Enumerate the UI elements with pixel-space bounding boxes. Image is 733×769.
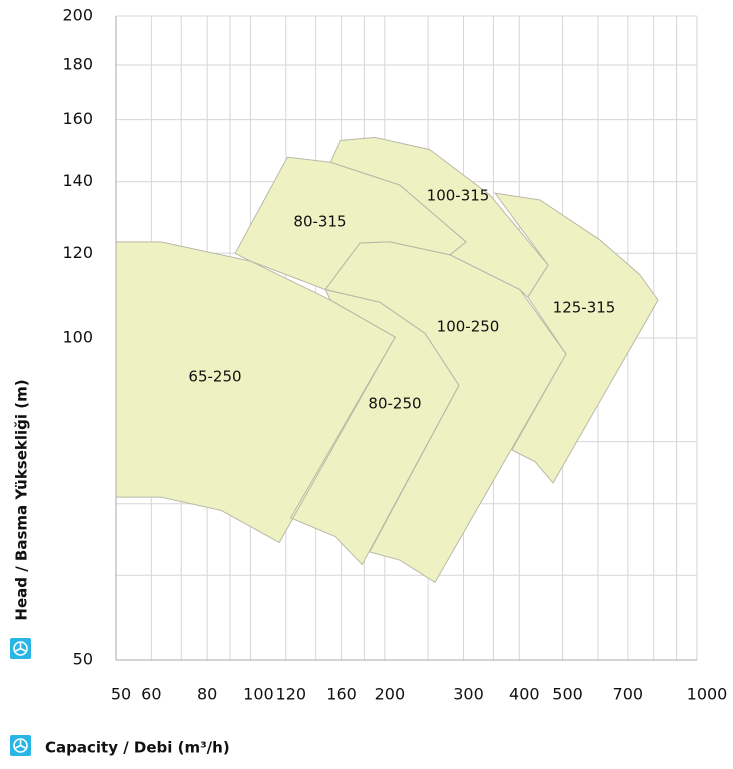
x-axis-label: Capacity / Debi (m³/h) <box>45 739 230 757</box>
y-tick-label: 200 <box>62 6 93 25</box>
region <box>290 289 459 565</box>
region <box>330 137 549 298</box>
x-tick-label: 1000 <box>687 685 728 704</box>
x-tick-label: 700 <box>613 685 644 704</box>
region <box>116 241 396 543</box>
x-tick-label: 400 <box>509 685 540 704</box>
region-outline <box>115 241 396 544</box>
y-axis-label: Head / Basma Yüksekliği (m) <box>13 379 31 620</box>
x-tick-label: 500 <box>552 685 583 704</box>
x-tick-label: 160 <box>326 685 357 704</box>
region <box>325 241 567 583</box>
icon <box>10 735 31 756</box>
region-outline <box>493 192 659 484</box>
x-tick-label: 80 <box>197 685 217 704</box>
region-outlines <box>115 136 659 584</box>
icon <box>10 638 31 659</box>
x-tick-label: 300 <box>453 685 484 704</box>
x-tick-label: 60 <box>141 685 161 704</box>
region-label: 125-315 <box>553 299 616 317</box>
y-tick-label: 140 <box>62 171 93 190</box>
region-label: 100-250 <box>437 318 500 336</box>
y-tick-label: 120 <box>62 243 93 262</box>
y-tick-label: 50 <box>73 650 93 669</box>
x-tick-label: 200 <box>375 685 406 704</box>
y-tick-label: 160 <box>62 109 93 128</box>
y-tick-label: 100 <box>62 328 93 347</box>
region-label: 80-315 <box>293 213 346 231</box>
region <box>495 193 659 483</box>
x-tick-label: 120 <box>276 685 307 704</box>
regions <box>116 137 659 583</box>
region-label: 80-250 <box>368 395 421 413</box>
y-tick-label: 180 <box>62 54 93 73</box>
region-label: 65-250 <box>188 368 241 386</box>
x-tick-label: 50 <box>111 685 131 704</box>
x-tick-label: 100 <box>243 685 274 704</box>
region <box>235 157 467 290</box>
region-label: 100-315 <box>427 187 490 205</box>
